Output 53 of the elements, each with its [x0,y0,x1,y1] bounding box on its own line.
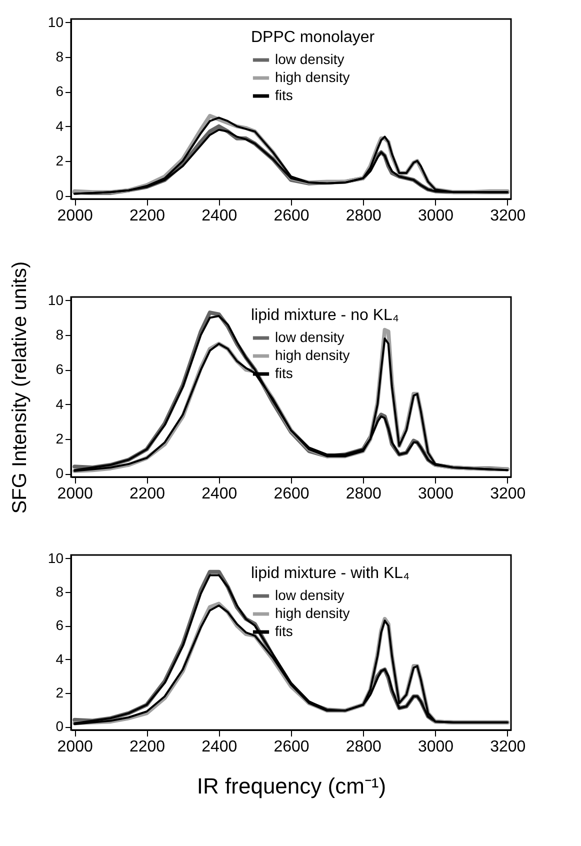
x-tick-label: 2800 [346,208,382,224]
x-tick-label: 2800 [346,738,382,756]
y-tick-label: 6 [56,361,64,378]
y-tick-label: 6 [56,83,64,100]
x-tick-label: 2800 [346,486,382,502]
y-tick-label: 2 [56,430,64,446]
legend-label: fits [275,365,293,381]
legend-title: lipid mixture - with KL₄ [251,565,410,582]
x-tick-label: 3000 [418,486,454,502]
legend-label: low density [275,329,344,345]
y-tick-label: 8 [56,326,64,343]
x-tick-label: 2000 [57,208,94,224]
x-tick-label: 3200 [490,208,526,224]
x-tick-label: 3000 [418,208,454,224]
y-tick-label: 10 [48,550,64,566]
x-tick-label: 2400 [202,738,238,756]
x-tick-label: 3000 [418,738,454,756]
x-tick-label: 3200 [490,486,526,502]
x-tick-label: 2200 [129,486,166,502]
x-tick-label: 2200 [129,208,166,224]
y-tick-label: 2 [56,152,64,168]
y-tick-label: 0 [56,718,64,734]
y-tick-label: 10 [48,292,64,308]
legend-label: high density [275,605,350,621]
y-tick-label: 10 [48,14,64,30]
legend-label: fits [275,87,293,103]
legend-label: low density [275,587,344,603]
x-tick-label: 2200 [129,738,166,756]
x-tick-label: 2600 [274,208,310,224]
legend-label: low density [275,51,344,67]
y-tick-label: 2 [56,684,64,700]
x-axis-title: IR frequency (cm⁻¹) [196,774,386,798]
legend-label: high density [275,347,350,363]
y-tick-label: 8 [56,48,64,65]
x-tick-label: 2000 [57,486,94,502]
x-tick-label: 2400 [202,208,238,224]
legend-label: fits [275,623,293,639]
x-tick-label: 2000 [57,738,94,756]
x-tick-label: 2600 [274,486,310,502]
legend-title: lipid mixture - no KL₄ [251,307,399,324]
y-axis-title: SFG Intensity (relative units) [8,261,31,514]
x-tick-label: 3200 [490,738,526,756]
y-tick-label: 4 [56,650,64,667]
x-tick-label: 2400 [202,486,238,502]
y-tick-label: 0 [56,187,64,204]
y-tick-label: 8 [56,584,64,600]
y-tick-label: 4 [56,118,64,134]
legend-title: DPPC monolayer [251,29,376,46]
y-tick-label: 6 [56,617,64,634]
x-tick-label: 2600 [274,738,310,756]
legend-label: high density [275,69,350,85]
y-tick-label: 0 [56,465,64,482]
y-tick-label: 4 [56,396,64,412]
